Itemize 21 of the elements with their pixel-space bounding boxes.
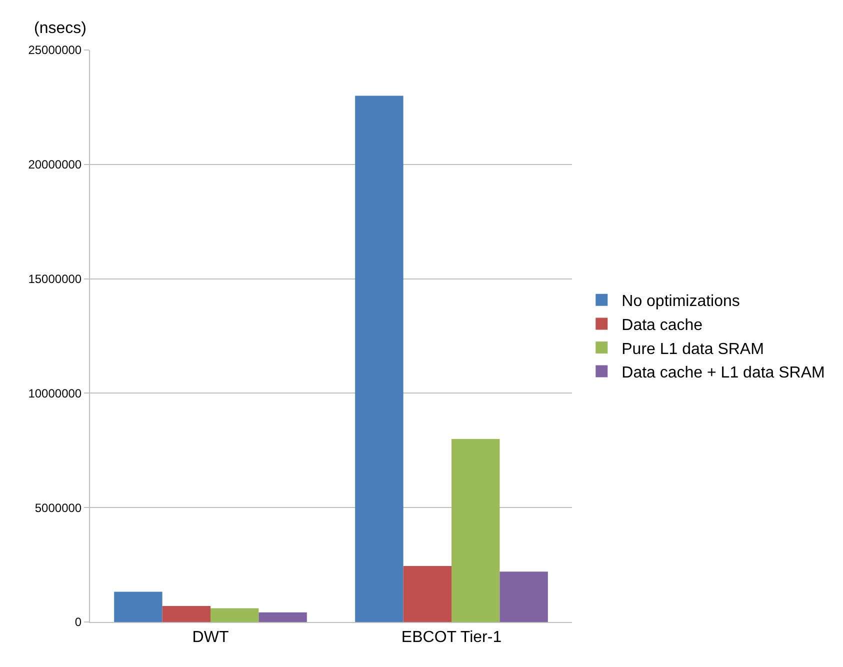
- x-tick-label: DWT: [192, 629, 229, 646]
- bar: [114, 592, 162, 622]
- bar: [355, 96, 404, 622]
- y-tick-label: 0: [74, 615, 82, 630]
- bar: [258, 612, 307, 622]
- y-tick-label: 10000000: [28, 386, 82, 400]
- y-axis-title: (nsecs): [34, 20, 86, 37]
- y-tick-label: 25000000: [28, 43, 82, 58]
- legend-label: Data cache + L1 data SRAM: [622, 364, 825, 382]
- legend-label: Data cache: [622, 316, 703, 334]
- bar: [210, 608, 259, 622]
- bar: [500, 572, 548, 622]
- bar: [452, 438, 500, 622]
- y-tick-label: 15000000: [28, 272, 82, 286]
- y-tick-label: 5000000: [34, 500, 82, 515]
- legend-label: Pure L1 data SRAM: [622, 340, 764, 358]
- bar: [162, 606, 210, 622]
- bar: [403, 566, 452, 622]
- y-tick-label: 20000000: [28, 158, 82, 172]
- legend-label: No optimizations: [622, 293, 740, 310]
- x-tick-label: EBCOT Tier-1: [401, 629, 502, 646]
